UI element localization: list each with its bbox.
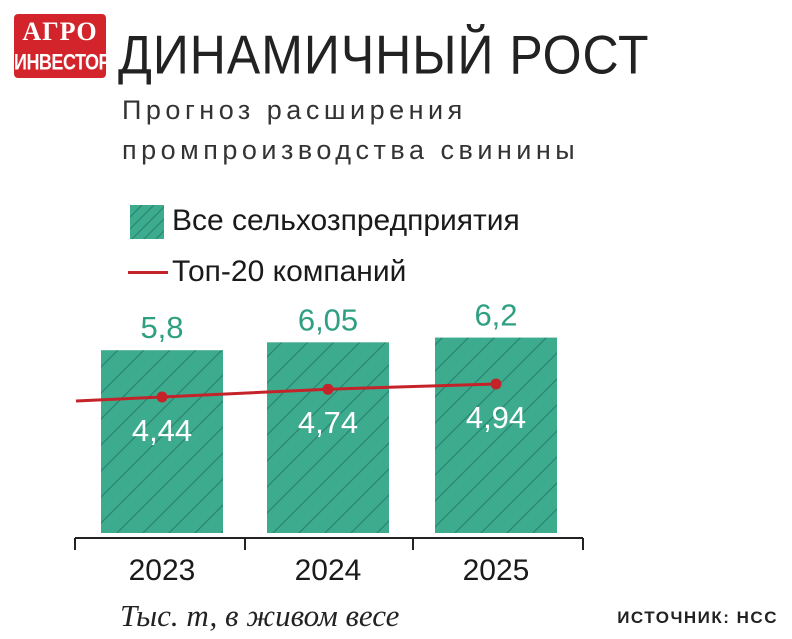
source-note: ИСТОЧНИК: НСС <box>617 608 778 627</box>
line-value-label: 4,44 <box>132 413 192 448</box>
chart-subtitle: Прогноз расширения промпроизводства свин… <box>122 95 580 165</box>
chart-title: ДИНАМИЧНЫЙ РОСТ <box>118 24 650 86</box>
bar-value-label: 6,2 <box>474 298 517 333</box>
line-point-2025 <box>490 378 502 390</box>
logo-line-2: ИНВЕСТОР <box>14 49 106 75</box>
x-tick-label: 2023 <box>129 554 196 587</box>
line-value-label: 4,74 <box>298 405 358 440</box>
units-footnote: Тыс. т, в живом весе <box>120 598 400 633</box>
line-top20 <box>75 382 497 403</box>
logo-line-1: АГРО <box>22 17 98 46</box>
legend-line-swatch <box>128 271 168 274</box>
x-tick-label: 2024 <box>295 554 362 587</box>
bar-2024 <box>267 342 389 533</box>
legend-label-line: Топ-20 компаний <box>172 255 407 288</box>
line-point-2024 <box>322 383 334 395</box>
bar-2023 <box>101 350 223 533</box>
x-tick-label: 2025 <box>463 554 530 587</box>
line-value-label: 4,94 <box>466 400 526 435</box>
agroinvestor-logo: АГРО ИНВЕСТОР <box>14 14 106 78</box>
bar-value-label: 6,05 <box>298 302 358 337</box>
bar-2025 <box>435 337 557 533</box>
legend-label-bars: Все сельхозпредприятия <box>172 204 520 237</box>
legend-bar-swatch <box>130 205 164 239</box>
line-point-2023 <box>156 391 168 403</box>
bar-value-label: 5,8 <box>140 310 183 345</box>
